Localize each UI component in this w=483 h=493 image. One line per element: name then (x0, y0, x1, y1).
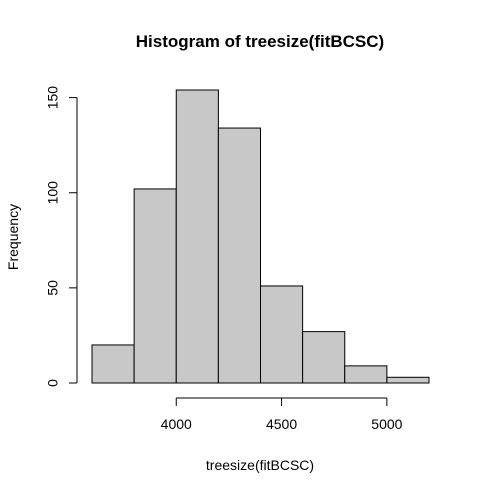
y-tick-label-2: 50 (45, 280, 61, 296)
histogram-bar-4 (217, 127, 261, 384)
y-tick-label-1: 0 (45, 379, 61, 387)
bars-layer (91, 89, 430, 384)
y-axis: 0 50 100 150 (45, 86, 78, 387)
histogram-bar-7 (344, 365, 388, 384)
histogram-bar-3 (175, 89, 219, 384)
histogram-bar-2 (133, 188, 177, 384)
x-tick-label-1: 4000 (161, 416, 192, 432)
x-axis-label: treesize(fitBCSC) (206, 457, 314, 473)
histogram-bar-8 (386, 376, 430, 384)
histogram-bar-6 (302, 331, 346, 384)
y-axis-label: Frequency (5, 204, 21, 270)
y-tick-label-4: 150 (45, 86, 61, 110)
chart-title: Histogram of treesize(fitBCSC) (136, 32, 384, 51)
y-tick-label-3: 100 (45, 181, 61, 205)
x-tick-label-3: 5000 (371, 416, 402, 432)
x-tick-label-2: 4500 (266, 416, 297, 432)
histogram-bar-5 (260, 285, 304, 384)
x-axis: 4000 4500 5000 (161, 397, 403, 432)
histogram-bar-1 (91, 344, 135, 384)
